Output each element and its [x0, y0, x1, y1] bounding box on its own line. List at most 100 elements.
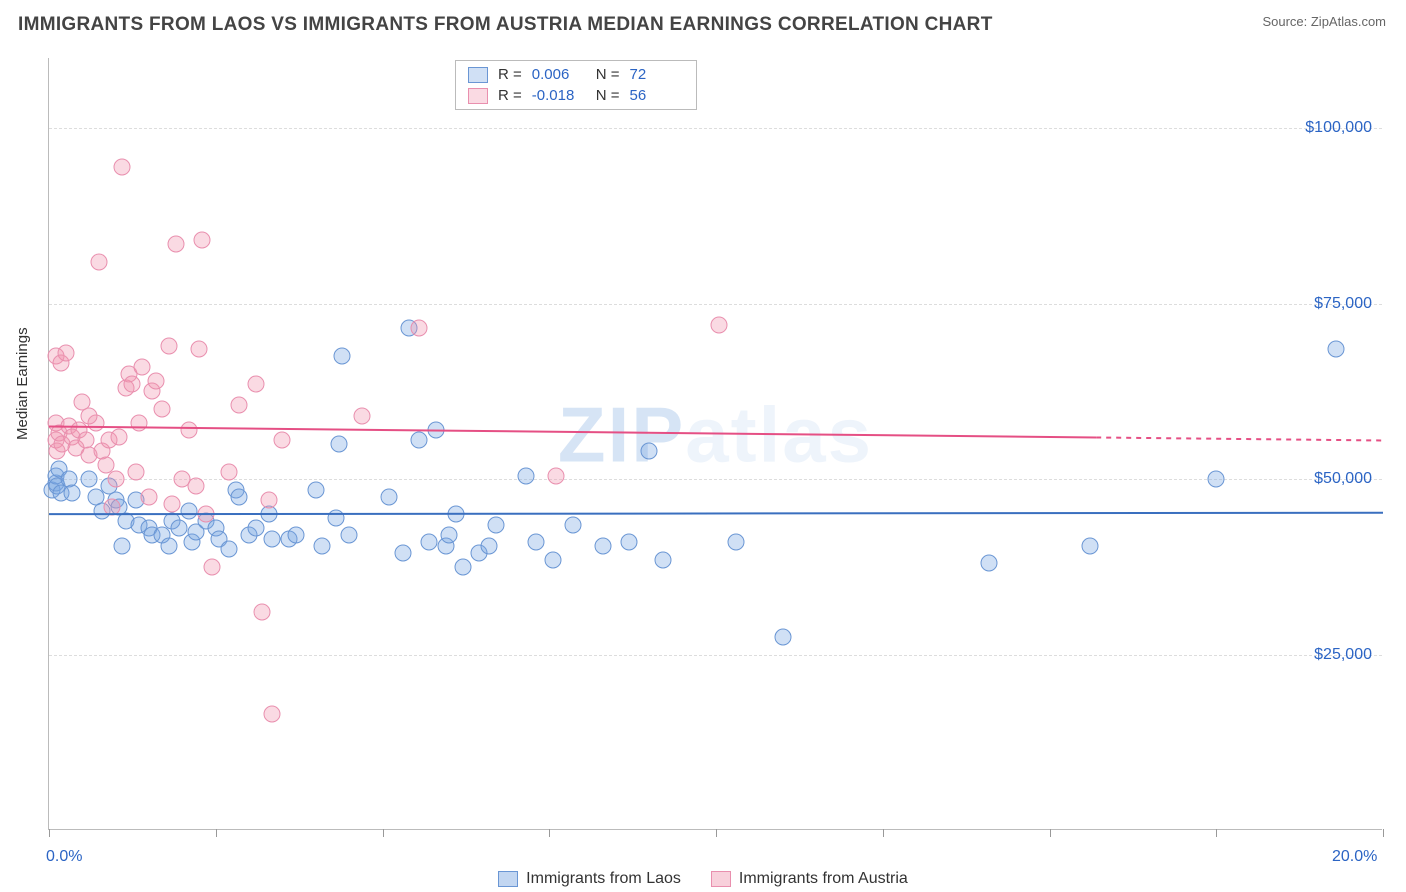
- x-axis-max-label: 20.0%: [1332, 848, 1377, 866]
- data-point: [334, 348, 351, 365]
- data-point: [181, 502, 198, 519]
- n-value: 72: [630, 66, 684, 83]
- x-axis-tick: [383, 829, 384, 837]
- x-axis-tick: [716, 829, 717, 837]
- legend-swatch: [468, 67, 488, 83]
- data-point: [411, 432, 428, 449]
- n-label: N =: [596, 66, 620, 83]
- data-point: [247, 520, 264, 537]
- data-point: [164, 495, 181, 512]
- data-point: [641, 443, 658, 460]
- x-axis-tick: [883, 829, 884, 837]
- data-point: [264, 530, 281, 547]
- data-point: [517, 467, 534, 484]
- y-axis-tick-label: $100,000: [1305, 119, 1372, 137]
- data-point: [274, 432, 291, 449]
- data-point: [481, 537, 498, 554]
- data-point: [187, 478, 204, 495]
- data-point: [381, 488, 398, 505]
- r-label: R =: [498, 87, 522, 104]
- legend-swatch: [711, 871, 731, 887]
- y-axis-tick-label: $25,000: [1314, 646, 1372, 664]
- data-point: [544, 551, 561, 568]
- data-point: [981, 555, 998, 572]
- data-point: [154, 400, 171, 417]
- legend-swatch: [498, 871, 518, 887]
- data-point: [81, 471, 98, 488]
- data-point: [171, 520, 188, 537]
- data-point: [194, 232, 211, 249]
- trend-line-extrapolated: [1096, 437, 1383, 440]
- gridline: [49, 655, 1382, 656]
- data-point: [107, 471, 124, 488]
- legend-label: Immigrants from Laos: [526, 870, 681, 888]
- data-point: [221, 464, 238, 481]
- data-point: [774, 629, 791, 646]
- data-point: [427, 421, 444, 438]
- data-point: [181, 421, 198, 438]
- data-point: [654, 551, 671, 568]
- trend-line: [49, 513, 1383, 514]
- data-point: [527, 534, 544, 551]
- data-point: [621, 534, 638, 551]
- data-point: [114, 158, 131, 175]
- r-value: -0.018: [532, 87, 586, 104]
- data-point: [231, 397, 248, 414]
- legend-swatch: [468, 88, 488, 104]
- x-axis-tick: [1383, 829, 1384, 837]
- correlation-legend: R = 0.006 N = 72 R = -0.018 N = 56: [455, 60, 697, 110]
- legend-item: Immigrants from Laos: [498, 870, 681, 888]
- data-point: [197, 506, 214, 523]
- r-value: 0.006: [532, 66, 586, 83]
- gridline: [49, 304, 1382, 305]
- watermark: ZIPatlas: [558, 389, 873, 480]
- data-point: [141, 488, 158, 505]
- legend-row: R = 0.006 N = 72: [456, 64, 696, 85]
- legend-label: Immigrants from Austria: [739, 870, 908, 888]
- gridline: [49, 128, 1382, 129]
- data-point: [131, 414, 148, 431]
- data-point: [264, 706, 281, 723]
- data-point: [64, 485, 81, 502]
- x-axis-tick: [1050, 829, 1051, 837]
- r-label: R =: [498, 66, 522, 83]
- data-point: [441, 527, 458, 544]
- data-point: [261, 492, 278, 509]
- x-axis-tick: [1216, 829, 1217, 837]
- y-axis-label: Median Earnings: [14, 327, 31, 440]
- data-point: [711, 316, 728, 333]
- data-point: [191, 341, 208, 358]
- data-point: [487, 516, 504, 533]
- data-point: [287, 527, 304, 544]
- data-point: [394, 544, 411, 561]
- data-point: [331, 436, 348, 453]
- y-axis-tick-label: $50,000: [1314, 470, 1372, 488]
- n-label: N =: [596, 87, 620, 104]
- data-point: [114, 537, 131, 554]
- data-point: [204, 558, 221, 575]
- data-point: [254, 604, 271, 621]
- data-point: [221, 541, 238, 558]
- data-point: [354, 407, 371, 424]
- data-point: [728, 534, 745, 551]
- chart-title: IMMIGRANTS FROM LAOS VS IMMIGRANTS FROM …: [18, 14, 993, 36]
- series-legend: Immigrants from Laos Immigrants from Aust…: [0, 870, 1406, 888]
- data-point: [147, 372, 164, 389]
- data-point: [124, 376, 141, 393]
- data-point: [421, 534, 438, 551]
- n-value: 56: [630, 87, 684, 104]
- data-point: [327, 509, 344, 526]
- data-point: [341, 527, 358, 544]
- data-point: [111, 428, 128, 445]
- source-label: Source: ZipAtlas.com: [1262, 14, 1386, 29]
- data-point: [547, 467, 564, 484]
- data-point: [307, 481, 324, 498]
- data-point: [134, 358, 151, 375]
- data-point: [1208, 471, 1225, 488]
- data-point: [1328, 341, 1345, 358]
- data-point: [127, 464, 144, 481]
- data-point: [447, 506, 464, 523]
- data-point: [1081, 537, 1098, 554]
- data-point: [161, 537, 178, 554]
- data-point: [454, 558, 471, 575]
